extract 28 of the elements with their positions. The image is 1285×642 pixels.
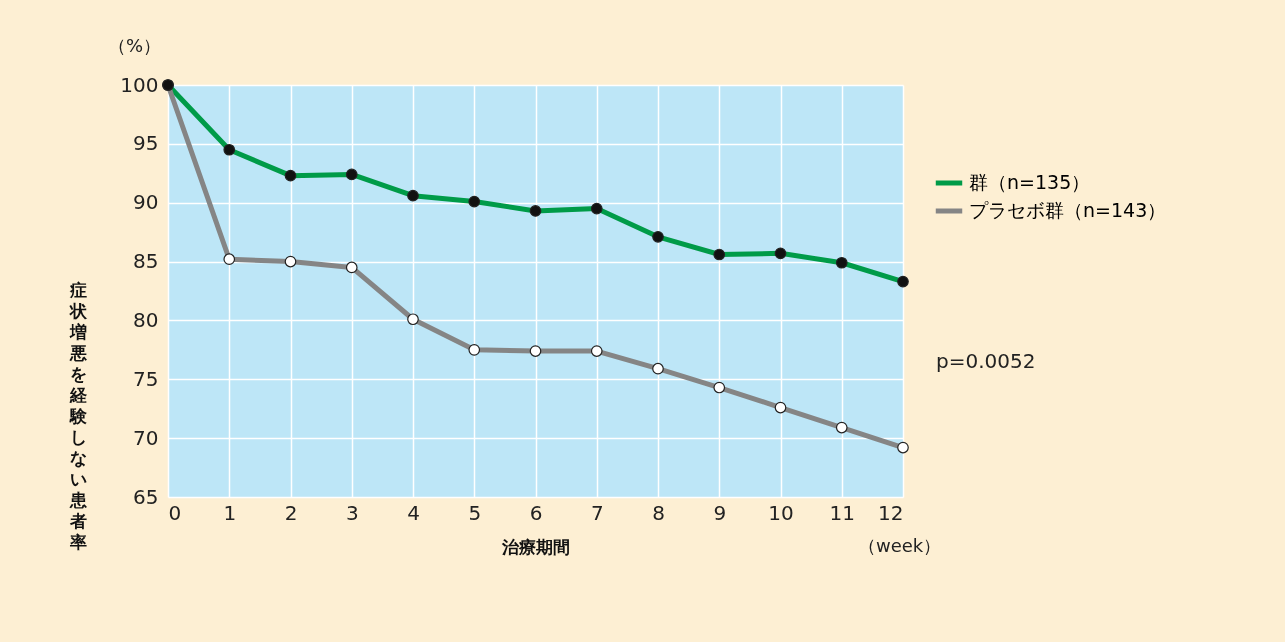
- x-tick-label: 3: [345, 500, 359, 525]
- y-tick-label: 65: [133, 484, 159, 509]
- text: p=0.0052: [936, 349, 1036, 373]
- x-tick-label: 5: [468, 500, 482, 525]
- x-axis-title: 治療期間: [501, 536, 570, 557]
- x-tick-label: 0: [168, 500, 182, 525]
- y-tick-label: 100: [120, 72, 159, 97]
- x-tick-label: 7: [590, 500, 604, 525]
- y-tick-label: 70: [133, 425, 159, 450]
- text: 症状増悪を経験しない患者率: [69, 280, 87, 552]
- legend-label: 群（n=135）: [969, 171, 1091, 193]
- x-tick-label: 1: [223, 500, 237, 525]
- x-tick-label: 11: [829, 500, 855, 525]
- legend-label: プラセボ群（n=143）: [969, 199, 1167, 221]
- text: （%）: [108, 35, 162, 56]
- x-tick-label: 4: [407, 500, 420, 525]
- x-tick-label: 2: [284, 500, 298, 525]
- x-tick-label: 9: [713, 500, 727, 525]
- y-tick-label: 85: [133, 249, 159, 274]
- y-tick-label: 80: [133, 307, 159, 332]
- x-tick-label: 12: [878, 500, 904, 525]
- x-tick-label: 8: [652, 500, 665, 525]
- x-tick-label: 6: [529, 500, 543, 525]
- text: （week）: [858, 535, 942, 556]
- x-tick-label: 10: [768, 500, 794, 525]
- y-tick-label: 95: [133, 131, 159, 156]
- y-tick-label: 90: [133, 190, 159, 215]
- y-tick-label: 75: [133, 366, 159, 391]
